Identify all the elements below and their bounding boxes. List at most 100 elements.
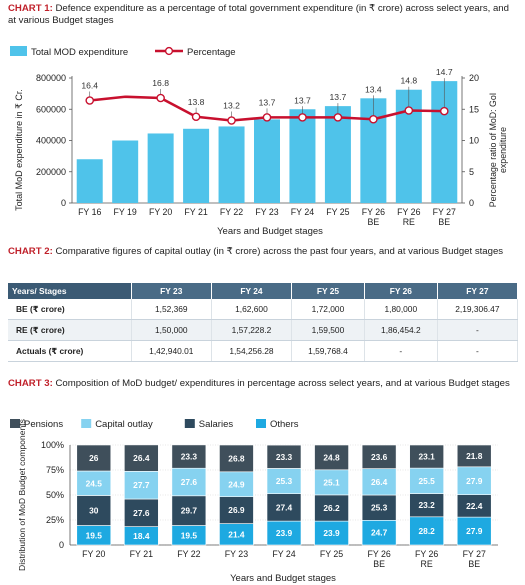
chart3-y-tick-label: 100% [41, 440, 64, 450]
chart1-x-tick-label: FY 22 [220, 207, 243, 217]
chart1-line-point [227, 116, 236, 125]
chart1-x-tick-label: FY 26 [397, 207, 420, 217]
chart3-legend-swatch [81, 419, 92, 428]
chart3-bar-segment [219, 471, 254, 498]
chart2-cell: 1,59,500 [291, 319, 365, 341]
chart2-caption-label: CHART 2: [8, 246, 53, 257]
chart2-col-header: FY 24 [211, 283, 293, 299]
chart2-cell: - [364, 340, 438, 362]
chart3-segment-label: 25.3 [371, 503, 388, 513]
chart3-bar-segment [409, 444, 444, 469]
chart1-data-label: 13.7 [294, 95, 311, 105]
chart3-bar-segment [171, 444, 207, 469]
chart3-segment-label: 27.9 [466, 476, 483, 486]
chart3-segment-label: 26.4 [371, 477, 388, 487]
chart3-x-tick-label: FY 21 [130, 549, 153, 559]
chart3-bar-segment [124, 444, 159, 472]
chart1-line-point [439, 106, 449, 116]
chart1-data-label: 14.8 [400, 76, 417, 86]
chart1-right-tick-label: 15 [469, 104, 479, 114]
chart3-segment-label: 26.4 [133, 453, 150, 463]
chart3-legend-swatch [184, 419, 195, 428]
chart2-cell: 1,42,940.01 [131, 340, 212, 362]
chart3-segment-label: 27.4 [276, 502, 293, 512]
chart2-cell: 1,59,768.4 [291, 340, 365, 362]
chart3-bar-segment [76, 444, 112, 472]
chart1-bar [254, 119, 280, 203]
chart3-svg: Pensions Capital outlay Salaries Others Dis… [10, 419, 498, 584]
chart3-segment-label: 28.2 [419, 526, 436, 536]
chart3-segment-label: 23.1 [419, 452, 436, 462]
chart1-line-point [404, 106, 414, 115]
chart3-y-tick-label: 25% [46, 515, 64, 525]
chart3-segment-label: 27.6 [181, 477, 198, 487]
chart1-line-point [333, 113, 343, 122]
chart2-cell: 1,72,000 [291, 299, 365, 320]
chart1-svg: Total MOD expenditure Percentage Total M… [10, 46, 508, 237]
chart1-x-tick-label: FY 16 [78, 207, 101, 217]
chart1-legend-line-label: Percentage [187, 47, 236, 58]
chart3-segment-label: 25.5 [419, 476, 436, 486]
chart3-segment-label: 29.7 [181, 506, 198, 516]
chart3-segment-label: 27.9 [466, 526, 483, 536]
chart1-x-tick-label: FY 19 [114, 207, 137, 217]
chart3-segment-label: 21.8 [466, 451, 483, 461]
chart3-x-tick-label: BE [373, 559, 385, 569]
chart2-header-row: Years/ Stages FY 23 FY 24 FY 25 FY 26 FY… [8, 283, 519, 299]
chart2-row-actuals: Actuals (₹ crore) 1,42,940.01 1,54,256.2… [8, 340, 519, 362]
chart3-segment-label: 24.9 [228, 479, 245, 489]
chart3-bar-segment [124, 498, 159, 527]
chart3-x-tick-label: BE [468, 559, 480, 569]
chart3-bar-segment [124, 471, 159, 500]
chart3-x-tick-label: FY 25 [320, 549, 343, 559]
chart1-line-point [262, 113, 272, 122]
chart3-bar-segment [361, 444, 397, 469]
chart3-bar-segment [76, 495, 112, 526]
chart2-cell: 1,57,228.2 [211, 319, 293, 341]
chart1-data-label: 16.4 [81, 81, 98, 91]
chart3-legend-label: Salaries [199, 419, 234, 430]
chart3-segment-label: 27.7 [133, 480, 150, 490]
chart3-caption: CHART 3: Composition of MoD budget/ expe… [8, 378, 518, 390]
chart1-legend-line-marker [164, 46, 174, 56]
chart2-caption-text: Comparative figures of capital outlay (i… [55, 246, 504, 257]
chart3-segment-label: 30 [89, 506, 99, 516]
chart1-line-point [369, 114, 378, 124]
chart2-col-header: FY 23 [131, 283, 212, 299]
chart1-x-tick-label: FY 20 [149, 207, 172, 217]
chart1-bar [324, 106, 351, 203]
chart2-cell: 1,54,256.28 [211, 340, 293, 362]
chart1-bar [112, 140, 139, 203]
chart1-line-point [85, 96, 95, 105]
chart2-cell: 2,19,306.47 [437, 299, 519, 320]
chart3-segment-label: 22.4 [466, 501, 483, 511]
chart3-segment-label: 24.8 [323, 452, 340, 462]
chart3-segment-label: 23.2 [419, 500, 436, 510]
chart1-data-label: 13.7 [259, 97, 276, 107]
chart3-y-tick-label: 50% [46, 490, 64, 500]
chart3-x-tick-label: FY 26 [415, 549, 438, 559]
chart2-col-header: Years/ Stages [8, 283, 132, 299]
chart1-data-label: 13.4 [365, 84, 382, 94]
chart3-legend-swatch [10, 419, 20, 428]
chart1-caption: CHART 1: Defence expenditure as a percen… [8, 3, 518, 27]
chart3-bar-segment [456, 466, 492, 495]
chart3-segment-label: 21.4 [228, 529, 245, 539]
chart3-x-tick-label: FY 24 [272, 549, 295, 559]
chart1-data-label: 13.7 [330, 92, 347, 102]
chart3-caption-text: Composition of MoD budget/ expenditures … [55, 378, 510, 389]
chart3-legend-label: Pensions [24, 419, 63, 430]
chart1-x-tick-label: FY 27 [433, 207, 456, 217]
chart1-left-tick-label: 400000 [36, 136, 66, 146]
chart1-x-tick-label: BE [438, 217, 450, 227]
chart3-segment-label: 26.8 [228, 453, 245, 463]
chart1-x-tick-label: RE [403, 217, 415, 227]
chart3-segment-label: 23.6 [371, 452, 388, 462]
chart2-cell: 1,52,369 [131, 299, 212, 320]
chart1-line-point [298, 113, 307, 122]
chart3-bar-segment [266, 468, 302, 495]
chart1-x-tick-label: FY 26 [362, 207, 385, 217]
chart1-x-tick-label: FY 25 [326, 207, 349, 217]
chart1-bar [76, 159, 103, 203]
chart3-legend-label: Capital outlay [95, 419, 153, 430]
